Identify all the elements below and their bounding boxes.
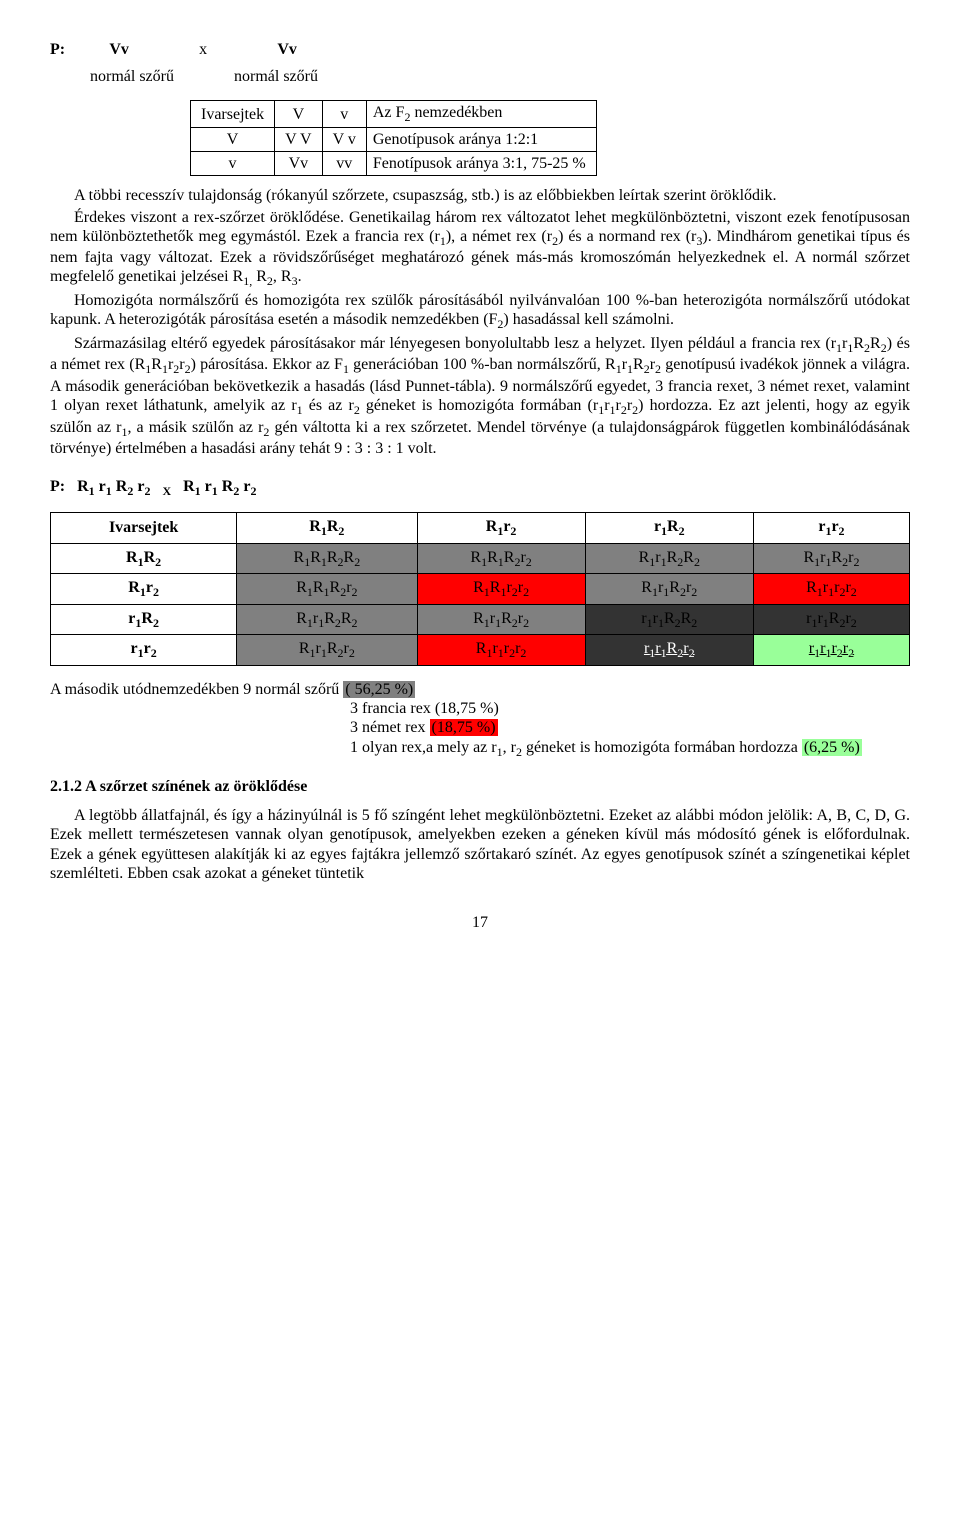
- t2-cell: R1R1R2r2: [237, 574, 417, 605]
- t2-rowhdr: R1R2: [51, 543, 237, 574]
- summary-line4: 1 olyan rex,a mely az r1, r2 géneket is …: [350, 738, 910, 760]
- para5: A legtöbb állatfajnál, és így a házinyúl…: [50, 806, 910, 883]
- section-title: 2.1.2 A szőrzet színének az öröklődése: [50, 777, 910, 796]
- t2-colhdr: r1R2: [585, 513, 753, 544]
- t2-colhdr: R1r2: [417, 513, 585, 544]
- t1-h3: Az F2 nemzedékben: [366, 101, 596, 128]
- cross1-desc: normál szőrű normál szőrű: [90, 67, 910, 86]
- t1-h0: Ivarsejtek: [191, 101, 275, 128]
- t2-cell: R1R1r2r2: [417, 574, 585, 605]
- summary-line3: 3 német rex (18,75 %): [350, 718, 910, 737]
- summary-line1-pre: A második utódnemzedékben 9 normál szőrű: [50, 681, 343, 698]
- summary-line1-hl: ( 56,25 %): [343, 681, 415, 698]
- parent-a: Vv: [79, 40, 159, 59]
- cross2: P: R1 r1 R2 r2 X R1 r1 R2 r2: [50, 477, 910, 499]
- t2-cell: R1r1R2r2: [753, 543, 909, 574]
- cross1-parents: P: Vv x Vv: [50, 40, 910, 59]
- parent-b: Vv: [247, 40, 327, 59]
- t2-colhdr: r1r2: [753, 513, 909, 544]
- t2-cell: R1r1R2R2: [585, 543, 753, 574]
- t2-cell: r1r1r2r2: [753, 635, 909, 666]
- desc-a: normál szőrű: [90, 67, 230, 86]
- summary-line3-pre: 3 német rex: [350, 719, 430, 736]
- t2-rowhdr: r1r2: [51, 635, 237, 666]
- t1-r2c0: v: [191, 152, 275, 176]
- t2-cell: R1r1R2r2: [237, 635, 417, 666]
- t2-rowhdr: r1R2: [51, 604, 237, 635]
- t2-cell: r1r1R2r2: [753, 604, 909, 635]
- para2: Érdekes viszont a rex-szőrzet öröklődése…: [50, 208, 910, 290]
- cross-x: x: [163, 40, 243, 59]
- p-label: P:: [50, 41, 75, 58]
- t2-cell: R1R1R2R2: [237, 543, 417, 574]
- t2-colhdr: R1R2: [237, 513, 417, 544]
- t2-cell: r1r1R2r2: [585, 635, 753, 666]
- t1-h1: V: [275, 101, 323, 128]
- t1-r2note: Fenotípusok aránya 3:1, 75-25 %: [366, 152, 596, 176]
- t1-r2c2: vv: [322, 152, 366, 176]
- t1-r1c0: V: [191, 127, 275, 151]
- summary-line4-hl: (6,25 %): [802, 739, 862, 756]
- t2-cell: R1r1r2r2: [417, 635, 585, 666]
- t2-rowhdr: R1r2: [51, 574, 237, 605]
- t2-corner: Ivarsejtek: [51, 513, 237, 544]
- summary-line4-pre: 1 olyan rex,a mely az r1, r2 géneket is …: [350, 739, 802, 756]
- para1: A többi recesszív tulajdonság (rókanyúl …: [50, 186, 910, 205]
- desc-b: normál szőrű: [234, 68, 318, 85]
- t2-cell: R1r1r2r2: [753, 574, 909, 605]
- t1-r1c2: V v: [322, 127, 366, 151]
- t2-cell: R1r1R2r2: [585, 574, 753, 605]
- t1-h2: v: [322, 101, 366, 128]
- summary-line1: A második utódnemzedékben 9 normál szőrű…: [50, 680, 910, 699]
- t2-cell: r1r1R2R2: [585, 604, 753, 635]
- t1-r1c1: V V: [275, 127, 323, 151]
- t2-cell: R1r1R2R2: [237, 604, 417, 635]
- punnett-table-2: IvarsejtekR1R2R1r2r1R2r1r2R1R2R1R1R2R2R1…: [50, 512, 910, 666]
- t1-r1note: Genotípusok aránya 1:2:1: [366, 127, 596, 151]
- page-number: 17: [50, 913, 910, 932]
- para4: Származásilag eltérő egyedek párosításak…: [50, 334, 910, 459]
- t1-r2c1: Vv: [275, 152, 323, 176]
- summary-line2: 3 francia rex (18,75 %): [350, 699, 910, 718]
- summary: A második utódnemzedékben 9 normál szőrű…: [50, 680, 910, 759]
- t2-cell: R1R1R2r2: [417, 543, 585, 574]
- summary-line3-hl: (18,75 %): [430, 719, 498, 736]
- para3: Homozigóta normálszőrű és homozigóta rex…: [50, 291, 910, 332]
- punnett-table-1: Ivarsejtek V v Az F2 nemzedékben V V V V…: [190, 100, 597, 176]
- t2-cell: R1r1R2r2: [417, 604, 585, 635]
